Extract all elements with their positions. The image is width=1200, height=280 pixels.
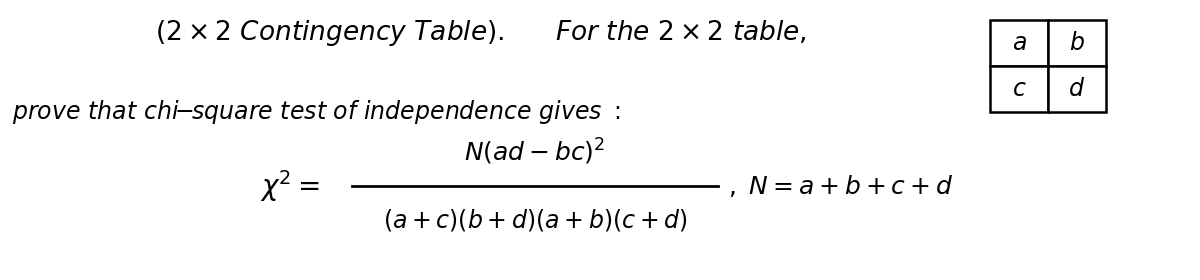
Text: $\mathit{b}$: $\mathit{b}$	[1069, 32, 1085, 55]
Text: $(2 \times 2\ \mathit{Contingency\ Table}).$: $(2 \times 2\ \mathit{Contingency\ Table…	[155, 18, 504, 48]
Bar	[1048, 20, 1106, 66]
Text: $\chi^2 =$: $\chi^2 =$	[260, 168, 320, 204]
Bar	[990, 66, 1048, 112]
Bar	[990, 20, 1048, 66]
Text: $N(ad - bc)^2$: $N(ad - bc)^2$	[464, 137, 606, 167]
Text: $\mathit{a}$: $\mathit{a}$	[1012, 32, 1026, 55]
Bar	[1048, 66, 1106, 112]
Text: $\mathit{prove\ that\ chi\!\!-\!\!square\ test\ of\ independence\ gives\ :}$: $\mathit{prove\ that\ chi\!\!-\!\!square…	[12, 98, 620, 126]
Text: $(a+c)(b+d)(a+b)(c+d)$: $(a+c)(b+d)(a+b)(c+d)$	[383, 207, 688, 233]
Text: $\mathit{c}$: $\mathit{c}$	[1012, 78, 1026, 101]
Text: $\mathit{d}$: $\mathit{d}$	[1068, 78, 1086, 101]
Text: $\mathit{For\ the}\ 2 \times 2\ \mathit{table,}$: $\mathit{For\ the}\ 2 \times 2\ \mathit{…	[554, 18, 806, 45]
Text: $,\ N = a + b + c + d$: $,\ N = a + b + c + d$	[728, 173, 953, 199]
